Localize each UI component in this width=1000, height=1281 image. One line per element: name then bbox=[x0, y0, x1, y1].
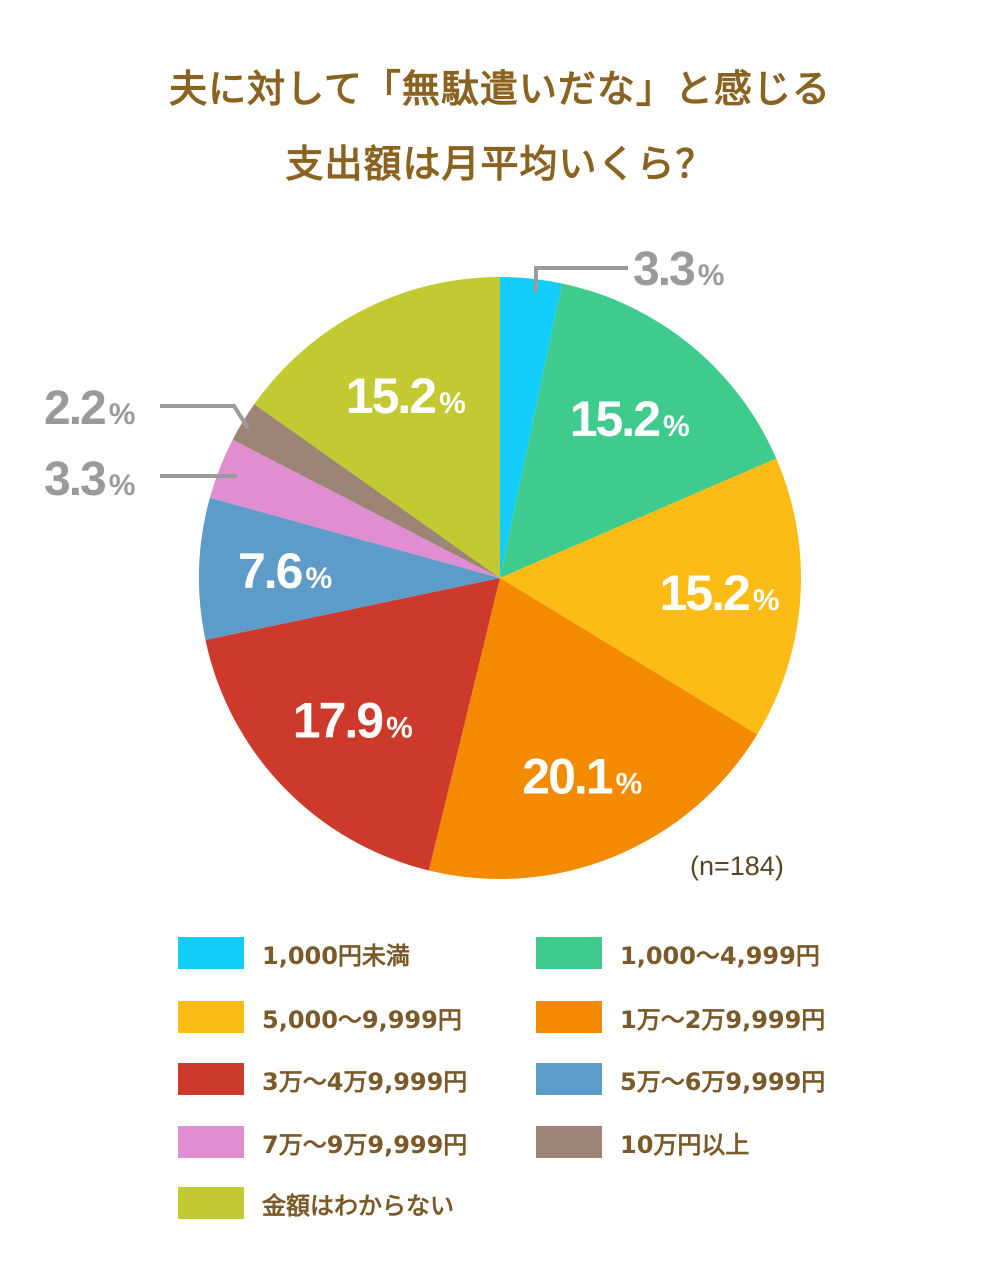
chart-title-line-1: 夫に対して「無駄遣いだな」と感じる bbox=[169, 67, 831, 111]
data-label-0: 3.3% bbox=[633, 243, 724, 296]
pie-slice-5 bbox=[199, 497, 501, 640]
pie-slice-4 bbox=[205, 578, 500, 871]
pie-slice-7 bbox=[232, 404, 501, 578]
legend-swatch-7 bbox=[536, 1126, 602, 1158]
pie-slice-6 bbox=[209, 439, 501, 578]
legend-item-6: 7万〜9万9,999円 bbox=[178, 1125, 467, 1159]
legend-item-3: 1万〜2万9,999円 bbox=[536, 1000, 825, 1034]
pie-slice-2 bbox=[500, 458, 801, 735]
pie-slice-3 bbox=[428, 578, 758, 880]
legend-swatch-3 bbox=[536, 1001, 602, 1033]
legend-label-0: 1,000円未満 bbox=[262, 941, 410, 970]
legend-swatch-0 bbox=[178, 937, 244, 969]
data-label-7: 2.2% bbox=[44, 382, 135, 435]
legend-swatch-4 bbox=[178, 1063, 244, 1095]
legend-item-0: 1,000円未満 bbox=[178, 936, 410, 970]
pie-slice-1 bbox=[500, 283, 777, 578]
leader-line-7 bbox=[160, 404, 250, 430]
legend-item-8: 金額はわからない bbox=[178, 1186, 454, 1220]
data-label-4: 17.9% bbox=[293, 693, 413, 749]
data-label-8: 15.2% bbox=[346, 368, 466, 424]
legend-label-2: 5,000〜9,999円 bbox=[262, 1005, 462, 1034]
legend-item-4: 3万〜4万9,999円 bbox=[178, 1062, 467, 1096]
legend-label-8: 金額はわからない bbox=[262, 1191, 454, 1220]
legend-swatch-8 bbox=[178, 1187, 244, 1219]
legend-item-5: 5万〜6万9,999円 bbox=[536, 1062, 825, 1096]
legend-swatch-2 bbox=[178, 1001, 244, 1033]
legend-label-6: 7万〜9万9,999円 bbox=[262, 1130, 468, 1159]
sample-size-note: (n=184) bbox=[690, 851, 784, 881]
pie-slice-0 bbox=[500, 277, 562, 578]
data-label-2: 15.2% bbox=[659, 565, 779, 621]
legend-label-7: 10万円以上 bbox=[620, 1130, 750, 1159]
leader-line-0 bbox=[534, 266, 628, 292]
legend-item-2: 5,000〜9,999円 bbox=[178, 1000, 462, 1034]
pie-slice-8 bbox=[254, 277, 500, 578]
data-label-3: 20.1% bbox=[522, 749, 642, 805]
legend-swatch-5 bbox=[536, 1063, 602, 1095]
legend-swatch-1 bbox=[536, 937, 602, 969]
legend-item-7: 10万円以上 bbox=[536, 1125, 749, 1159]
legend-swatch-6 bbox=[178, 1126, 244, 1158]
legend-label-4: 3万〜4万9,999円 bbox=[262, 1067, 468, 1096]
legend-label-3: 1万〜2万9,999円 bbox=[620, 1005, 826, 1034]
chart-title-line-2: 支出額は月平均いくら？ bbox=[285, 142, 715, 186]
data-label-1: 15.2% bbox=[570, 391, 690, 447]
legend-label-1: 1,000〜4,999円 bbox=[620, 941, 820, 970]
legend-label-5: 5万〜6万9,999円 bbox=[620, 1067, 826, 1096]
data-label-5: 7.6% bbox=[238, 543, 332, 599]
legend-item-1: 1,000〜4,999円 bbox=[536, 936, 820, 970]
data-label-6: 3.3% bbox=[44, 453, 135, 506]
